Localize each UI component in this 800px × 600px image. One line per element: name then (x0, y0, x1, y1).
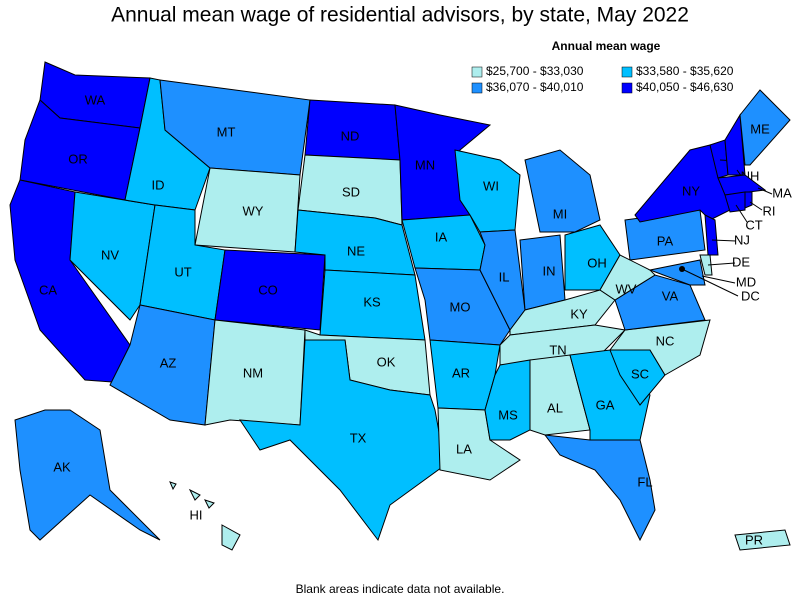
state-shape (524, 149, 601, 233)
state-label: KS (363, 294, 381, 309)
state-label: DE (732, 254, 750, 269)
state-label: WV (616, 281, 637, 296)
state-label: NV (101, 247, 119, 262)
legend-swatch (621, 66, 633, 78)
state-label: OK (377, 354, 396, 369)
dc-label: DC (741, 288, 760, 303)
state-shape (648, 259, 706, 286)
state-label: SC (631, 366, 649, 381)
state-shape (543, 434, 656, 542)
state-shape (239, 339, 446, 542)
state-label: MA (772, 185, 792, 200)
state-shape (221, 524, 241, 551)
state-label: VA (662, 288, 679, 303)
state-shape (724, 191, 746, 213)
state-shape (717, 174, 767, 196)
map-title: Annual mean wage of residential advisors… (111, 4, 689, 27)
state-label: CO (258, 282, 278, 297)
state-label: GA (596, 397, 615, 412)
state-shape (609, 319, 711, 376)
legend-label: $36,070 - $40,010 (486, 80, 584, 94)
state-label: MI (553, 206, 567, 221)
island-shape (188, 488, 201, 501)
island-shape (169, 481, 177, 491)
state-label: ND (341, 128, 360, 143)
state-label: WY (243, 203, 264, 218)
state-label: OH (587, 255, 607, 270)
states: WA OR CA NV ID MT WY UT AZ CO NM ND SD NE KS OK TX MN IA MO… (9, 61, 792, 551)
state-label: IA (435, 229, 448, 244)
state-label: SD (342, 184, 360, 199)
leader-line (701, 275, 736, 284)
state-label: HI (190, 507, 203, 522)
state-label: MD (736, 274, 756, 289)
state-label: WA (85, 92, 106, 107)
legend-title: Annual mean wage (552, 39, 661, 53)
state-label: LA (456, 441, 472, 456)
legend-swatch (621, 82, 633, 94)
legend-label: $25,700 - $33,030 (486, 64, 584, 78)
state-label: TX (350, 430, 367, 445)
state-label: NY (682, 183, 700, 198)
state-label: AZ (160, 355, 177, 370)
legend-swatch (471, 66, 483, 78)
state-shape (739, 89, 791, 166)
state-label: NM (243, 365, 263, 380)
state-shape (14, 409, 161, 541)
island-shape (204, 499, 215, 509)
state-shape (699, 254, 713, 276)
leader-line (711, 239, 737, 242)
state-label: MS (498, 407, 518, 422)
footnote: Blank areas indicate data not available. (296, 582, 505, 596)
state-shape (704, 214, 719, 256)
state-label: KY (570, 306, 588, 321)
state-shape (599, 254, 656, 301)
state-label: IN (543, 263, 556, 278)
state-label: AR (452, 365, 470, 380)
state-label: NE (347, 243, 365, 258)
legend-label: $40,050 - $46,630 (636, 80, 734, 94)
state-label: MT (217, 124, 236, 139)
leader-line (749, 201, 763, 211)
state-label: NJ (734, 232, 750, 247)
state-label: IL (499, 269, 510, 284)
state-label: MO (450, 299, 471, 314)
state-label: TN (549, 342, 566, 357)
state-label: PA (657, 233, 674, 248)
state-shape (744, 191, 753, 209)
leader-line (757, 187, 773, 195)
state-label: AL (547, 400, 563, 415)
state-shape (634, 144, 731, 223)
legend-swatch (471, 82, 483, 94)
leader-line (707, 262, 736, 266)
state-label: MN (415, 157, 435, 172)
state-label: OR (68, 151, 88, 166)
state-label: ID (152, 177, 165, 192)
legend: $25,700 - $33,030 $33,580 - $35,620 $36,07… (471, 64, 734, 94)
state-label: WI (483, 178, 499, 193)
state-label: PR (745, 532, 763, 547)
legend-label: $33,580 - $35,620 (636, 64, 734, 78)
state-shape (484, 359, 531, 441)
leader-line (681, 268, 739, 297)
state-label: NC (656, 333, 675, 348)
state-label: CA (39, 282, 57, 297)
state-label: ME (750, 121, 770, 136)
leader-line (735, 204, 748, 223)
state-label: RI (763, 203, 776, 218)
state-label: UT (174, 264, 191, 279)
state-label: AK (53, 459, 71, 474)
state-shape (734, 529, 791, 551)
state-label: FL (637, 474, 652, 489)
state-shape (479, 229, 526, 331)
state-label: CT (745, 217, 762, 232)
